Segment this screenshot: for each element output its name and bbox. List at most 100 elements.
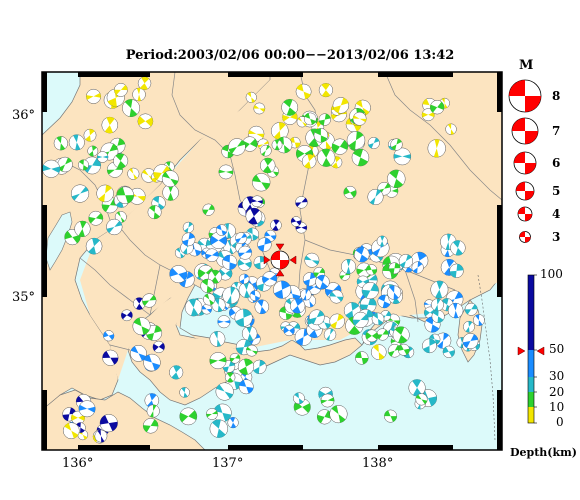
depth-marker	[517, 346, 545, 356]
focal-mechanism	[367, 188, 384, 206]
focal-mechanism	[252, 359, 267, 375]
focal-mechanism	[130, 345, 147, 362]
focal-mechanism	[238, 379, 254, 395]
focal-mechanism	[390, 138, 403, 151]
focal-mechanism	[228, 138, 246, 156]
focal-mechanism	[53, 136, 68, 151]
focal-mechanism	[367, 136, 380, 150]
focal-mechanism	[113, 153, 129, 169]
focal-mechanism	[215, 224, 228, 236]
focal-mechanism	[331, 138, 349, 155]
focal-mechanism	[179, 387, 190, 398]
focal-mechanism	[462, 333, 479, 350]
focal-mechanism	[83, 156, 101, 175]
depth-colorbar	[517, 274, 545, 424]
focal-mechanism	[78, 159, 89, 171]
focal-mechanism	[300, 289, 312, 301]
focal-mechanism	[142, 293, 157, 308]
focal-mechanism	[376, 235, 388, 247]
focal-mechanism	[237, 358, 255, 375]
mainshock-marker	[263, 243, 297, 277]
focal-mechanism	[351, 148, 370, 167]
focal-mechanism	[376, 328, 389, 341]
focal-mechanism	[181, 232, 196, 247]
map-title: Period:2003/02/06 00:00−−2013/02/06 13:4…	[125, 48, 455, 63]
focal-mechanism	[162, 184, 179, 201]
focal-mechanism	[208, 269, 223, 284]
focal-mechanism	[301, 153, 317, 169]
focal-mechanism	[352, 111, 367, 126]
legend-ball-m6	[513, 151, 537, 175]
focal-mechanism	[473, 314, 485, 327]
depth-tick-30: 30	[549, 369, 565, 383]
focal-mechanism	[370, 344, 387, 360]
focal-mechanism	[245, 91, 257, 103]
focal-mechanism	[137, 76, 152, 91]
depth-tick-0: 0	[556, 415, 564, 429]
focal-mechanism	[182, 221, 195, 234]
lat-label-35: 35°	[12, 290, 36, 305]
focal-mechanism	[209, 331, 226, 347]
focal-mechanism	[431, 309, 445, 323]
focal-mechanism	[442, 345, 455, 358]
focal-mechanism	[116, 186, 134, 204]
focal-mechanism	[361, 282, 379, 300]
focal-mechanism	[101, 116, 119, 134]
focal-mechanism	[329, 405, 348, 424]
focal-mechanism	[387, 169, 406, 189]
focal-mechanism	[245, 344, 258, 357]
focal-mechanism	[253, 255, 267, 270]
plate-boundary	[477, 274, 496, 441]
focal-mechanism	[70, 184, 90, 203]
focal-mechanism	[251, 195, 263, 208]
focal-mechanism	[308, 309, 325, 326]
focal-mechanism	[132, 317, 151, 336]
focal-mechanism	[366, 264, 378, 276]
focal-mechanism	[144, 393, 160, 408]
focal-mechanism	[329, 313, 345, 330]
focal-mechanism	[94, 429, 108, 443]
focal-mechanism	[271, 139, 283, 151]
focal-mechanism	[421, 108, 435, 122]
focal-mechanism	[96, 184, 114, 203]
lon-label-138: 138°	[362, 456, 394, 471]
focal-mechanism	[316, 409, 333, 425]
focal-mechanism	[352, 311, 369, 329]
focal-mechanism	[313, 128, 329, 143]
focal-mechanism	[411, 261, 424, 274]
focal-mechanism	[447, 302, 464, 319]
legend-ball-m7	[511, 117, 539, 145]
focal-mechanism	[147, 205, 162, 220]
focal-mechanism	[169, 365, 184, 380]
focal-mechanism	[203, 293, 216, 306]
depth-tick-50: 50	[549, 342, 565, 356]
focal-mechanism	[209, 419, 229, 438]
focal-mechanism	[464, 302, 478, 316]
focal-mechanism	[222, 286, 240, 305]
magnitude-label-7: 7	[552, 124, 561, 138]
focal-mechanism	[355, 351, 369, 365]
focal-mechanism	[346, 131, 366, 150]
focal-mechanism	[179, 407, 198, 426]
focal-mechanism	[152, 340, 165, 354]
focal-mechanism	[132, 87, 146, 102]
magnitude-label-3: 3	[552, 230, 561, 244]
magnitude-legend	[508, 79, 542, 243]
focal-mechanism	[283, 324, 295, 337]
lat-label-36: 36°	[12, 108, 36, 123]
map-area	[41, 71, 503, 451]
lon-label-137: 137°	[212, 456, 244, 471]
focal-mechanism	[114, 83, 128, 97]
focal-mechanism	[429, 100, 445, 115]
focal-mechanism	[427, 139, 446, 158]
focal-mechanisms	[42, 76, 485, 444]
focal-mechanism	[430, 280, 449, 299]
focal-mechanism	[329, 289, 344, 304]
focal-mechanism	[234, 308, 253, 327]
depth-tick-20: 20	[549, 385, 565, 399]
focal-mechanism	[120, 309, 133, 322]
focal-mechanism	[315, 274, 330, 290]
focal-mechanism	[273, 280, 292, 299]
focal-mechanism	[259, 157, 276, 174]
focal-mechanism	[245, 207, 263, 225]
